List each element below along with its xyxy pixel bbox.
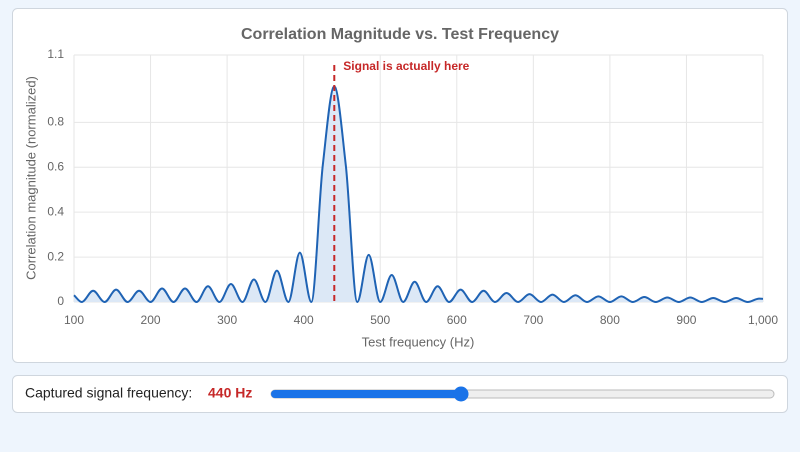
control-value: 440 Hz: [208, 385, 252, 401]
x-tick-label: 600: [447, 313, 467, 327]
line: [73, 85, 764, 304]
x-tick-label: 200: [141, 313, 161, 327]
slider[interactable]: [270, 386, 775, 402]
x-tick-label: 100: [64, 313, 84, 327]
y-tick-label: 0: [57, 294, 64, 308]
x-tick-label: 500: [370, 313, 390, 327]
slider-fill[interactable]: [271, 390, 462, 398]
x-tick-label: 700: [523, 313, 543, 327]
y-axis-label: Correlation magnitude (normalized): [23, 76, 38, 280]
x-tick-label: 900: [676, 313, 696, 327]
x-axis-label: Test frequency (Hz): [362, 334, 475, 349]
chart-card: [12, 8, 788, 363]
y-tick-label: 0.8: [47, 115, 64, 129]
x-tick-label: 300: [217, 313, 237, 327]
plot-area: 0 0.2 0.4 0.6 0.8 1.1 100 200 300 400 500 600 700 800…: [47, 47, 778, 327]
control-label: Captured signal frequency:: [25, 385, 192, 401]
annotation-text: Signal is actually here: [343, 59, 469, 73]
chart-title: Correlation Magnitude vs. Test Frequency: [241, 26, 559, 43]
y-tick-label: 0.6: [47, 159, 64, 173]
y-tick-label: 0.2: [47, 249, 64, 263]
y-tick-label: 0.4: [47, 204, 64, 218]
x-tick-label: 800: [600, 313, 620, 327]
y-tick-label: 1.1: [47, 47, 64, 61]
slider-thumb[interactable]: [453, 386, 469, 402]
x-tick-label: 400: [294, 313, 314, 327]
x-tick-label: 1,000: [748, 313, 778, 327]
